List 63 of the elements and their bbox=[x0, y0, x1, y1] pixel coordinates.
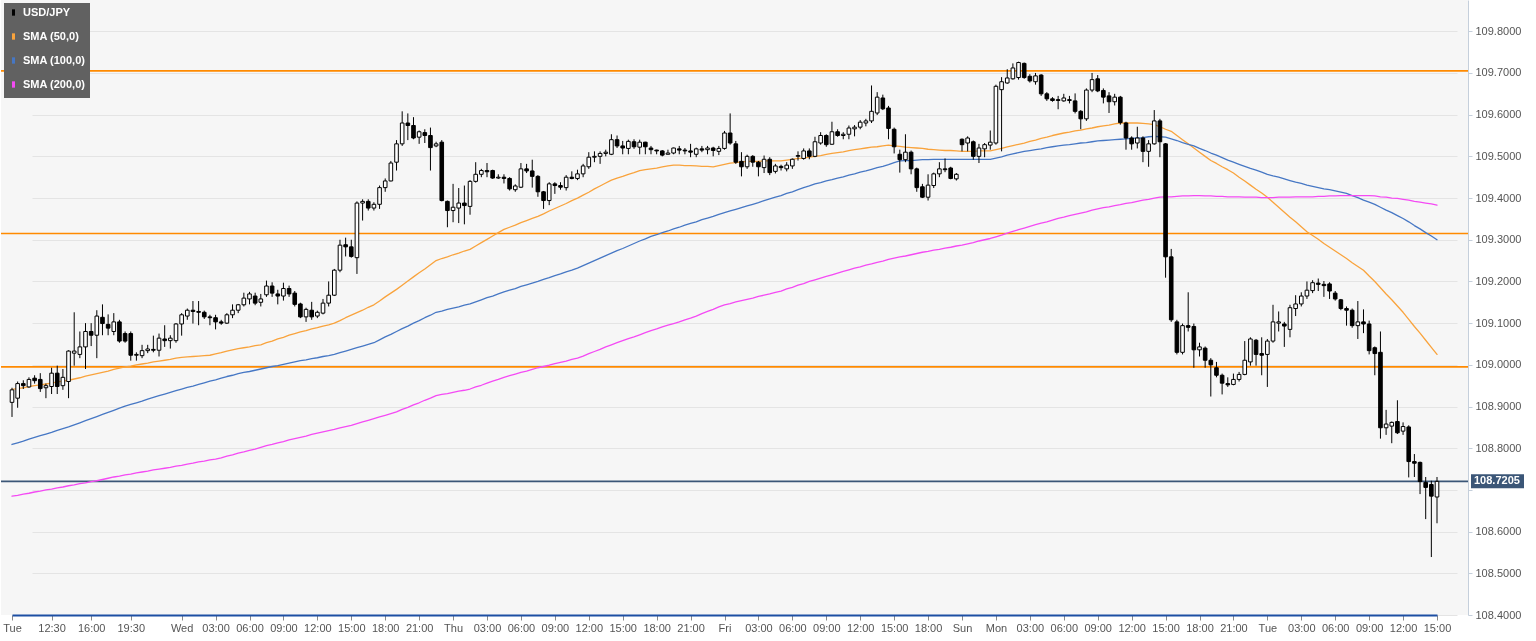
x-tick-label: 15:00 bbox=[338, 621, 366, 634]
x-tick-label: 16:00 bbox=[77, 621, 106, 634]
y-tick-label: 109.8000 bbox=[1475, 24, 1522, 37]
x-tick-label: 03:00 bbox=[1016, 621, 1045, 634]
y-tick-label: 109.1000 bbox=[1475, 316, 1522, 329]
x-tick-label: 06:00 bbox=[1321, 621, 1350, 634]
x-tick-label: 18:00 bbox=[914, 621, 943, 634]
x-tick-label: 21:00 bbox=[405, 621, 434, 634]
x-tick-label: 03:00 bbox=[745, 621, 773, 634]
x-tick-label: 12:00 bbox=[1118, 621, 1146, 634]
x-tick-label: Fri bbox=[718, 621, 732, 634]
x-tick-label: Tue bbox=[1258, 621, 1278, 634]
x-tick-label: Sun bbox=[952, 621, 973, 634]
candlestick bbox=[891, 127, 897, 154]
ref-line-label: 108.7205 bbox=[1474, 474, 1520, 487]
x-tick-label: 15:00 bbox=[1152, 621, 1180, 634]
legend-label: SMA (50,0) bbox=[23, 29, 80, 42]
x-tick-label: 09:00 bbox=[270, 621, 298, 634]
y-tick-label: 108.4000 bbox=[1475, 608, 1522, 621]
x-tick-label: 15:00 bbox=[880, 621, 909, 634]
x-tick-label: 15:00 bbox=[609, 621, 637, 634]
x-tick-label: 03:00 bbox=[1288, 621, 1316, 634]
x-tick-label: Mon bbox=[985, 621, 1008, 634]
x-tick-label: 15:00 bbox=[1423, 621, 1452, 634]
y-tick-label: 109.4000 bbox=[1475, 191, 1522, 204]
x-tick-label: 09:00 bbox=[1084, 621, 1112, 634]
x-tick-label: 18:00 bbox=[371, 621, 400, 634]
x-tick-label: 12:00 bbox=[846, 621, 875, 634]
x-tick-label: 21:00 bbox=[677, 621, 705, 634]
y-tick-label: 109.5000 bbox=[1475, 149, 1522, 162]
x-tick-label: 19:30 bbox=[117, 621, 146, 634]
x-tick-label: Thu bbox=[444, 621, 464, 634]
y-tick-label: 109.2000 bbox=[1475, 274, 1522, 287]
x-tick-label: Wed bbox=[170, 621, 194, 634]
x-tick-label: 18:00 bbox=[1186, 621, 1214, 634]
legend-label: SMA (100,0) bbox=[23, 53, 86, 66]
x-tick-label: 12:00 bbox=[575, 621, 604, 634]
legend-label: USD/JPY bbox=[23, 5, 71, 18]
x-tick-label: 12:00 bbox=[304, 621, 332, 634]
y-tick-label: 108.9000 bbox=[1475, 400, 1522, 413]
x-tick-label: 18:00 bbox=[643, 621, 671, 634]
y-tick-label: 108.6000 bbox=[1475, 525, 1522, 538]
x-tick-label: 06:00 bbox=[779, 621, 807, 634]
y-tick-label: 109.0000 bbox=[1475, 358, 1522, 371]
x-tick-label: 09:00 bbox=[1355, 621, 1384, 634]
x-tick-label: 06:00 bbox=[236, 621, 264, 634]
x-tick-label: Tue bbox=[3, 621, 22, 634]
x-tick-label: 03:00 bbox=[202, 621, 230, 634]
y-tick-label: 109.7000 bbox=[1475, 66, 1522, 79]
x-tick-label: 03:00 bbox=[473, 621, 502, 634]
y-tick-label: 109.6000 bbox=[1475, 108, 1522, 121]
legend-label: SMA (200,0) bbox=[23, 77, 86, 90]
x-tick-label: 21:00 bbox=[1220, 621, 1248, 634]
y-tick-label: 109.3000 bbox=[1475, 233, 1522, 246]
x-tick-label: 12:00 bbox=[1389, 621, 1418, 634]
line-series bbox=[11, 194, 1438, 497]
x-tick-label: 12:30 bbox=[38, 621, 66, 634]
x-tick-label: 06:00 bbox=[1050, 621, 1079, 634]
x-tick-label: 09:00 bbox=[541, 621, 570, 634]
x-tick-label: 06:00 bbox=[507, 621, 536, 634]
x-tick-label: 09:00 bbox=[813, 621, 841, 634]
y-tick-label: 108.5000 bbox=[1475, 566, 1522, 579]
y-tick-label: 108.8000 bbox=[1475, 441, 1522, 454]
